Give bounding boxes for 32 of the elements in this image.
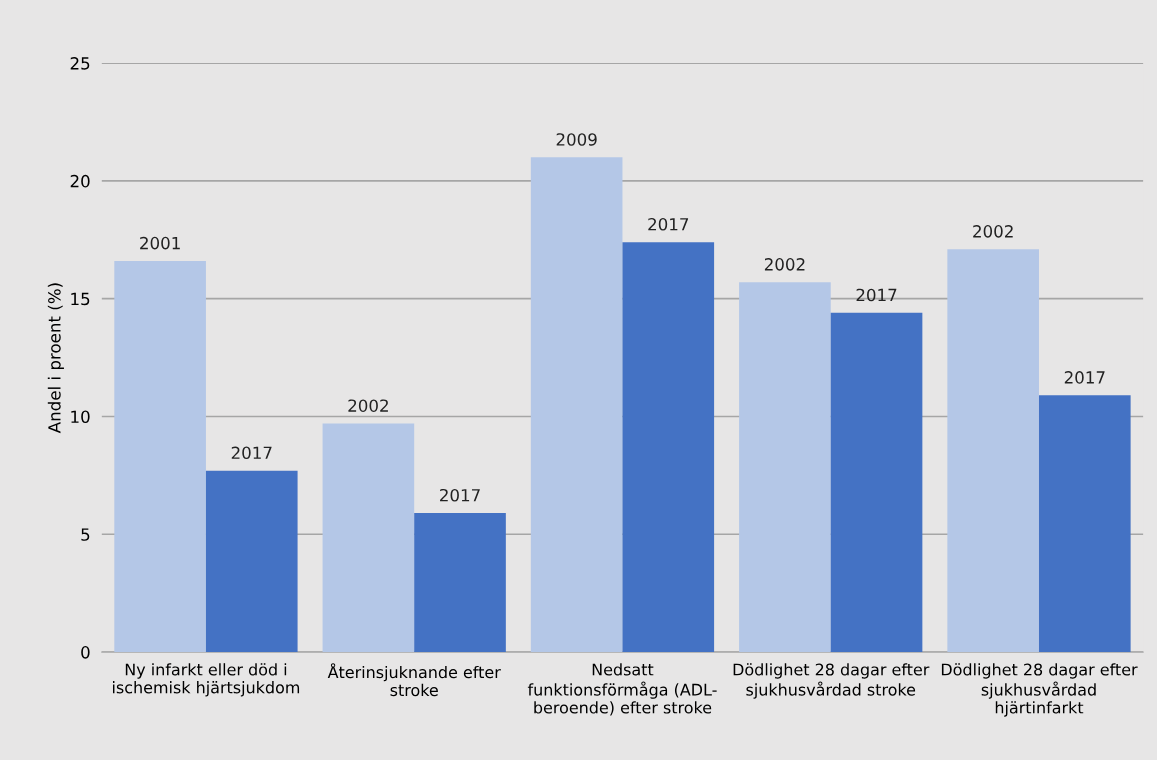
y-axis-title: Andel i proent (%)	[47, 283, 64, 434]
x-tick-label: Ny infarkt eller död i ischemisk hjärtsjukdom	[113, 663, 300, 697]
x-tick-label: Återinsjuknande efter stroke	[327, 663, 501, 697]
y-tick-label: 5	[81, 528, 90, 541]
annotation: 2009	[556, 133, 597, 146]
bar	[739, 282, 831, 653]
x-tick-label: Dödlighet 28 dagar efter sjukhusvårdad hjärtinfarkt	[941, 663, 1138, 717]
y-tick-label: 0	[81, 646, 90, 659]
annotation: 2017	[648, 217, 689, 231]
bar	[414, 513, 506, 653]
bar	[622, 242, 715, 653]
bar	[1038, 395, 1131, 653]
y-tick-label: 10	[71, 410, 90, 424]
y-tick-label: 15	[71, 292, 90, 306]
bar	[114, 260, 206, 653]
annotation: 2002	[973, 225, 1013, 238]
y-tick-label: 25	[70, 57, 90, 70]
annotation: 2017	[440, 488, 480, 502]
x-tick-label: Nedsatt funktionsförmåga (ADL- beroende) efter stroke	[527, 663, 717, 716]
annotation: 2002	[348, 399, 388, 412]
x-tick-label: Dödlighet 28 dagar efter sjukhusvårdad stroke	[733, 663, 930, 699]
annotation: 2002	[764, 258, 805, 271]
bar	[830, 312, 923, 653]
bar	[530, 157, 623, 653]
bar	[947, 249, 1039, 653]
annotation: 2001	[140, 236, 180, 250]
annotation: 2017	[231, 446, 272, 460]
bar	[322, 423, 415, 653]
y-tick-label: 20	[70, 174, 90, 188]
annotation: 2017	[1064, 371, 1105, 384]
bar	[205, 470, 298, 653]
annotation: 2017	[856, 288, 897, 302]
